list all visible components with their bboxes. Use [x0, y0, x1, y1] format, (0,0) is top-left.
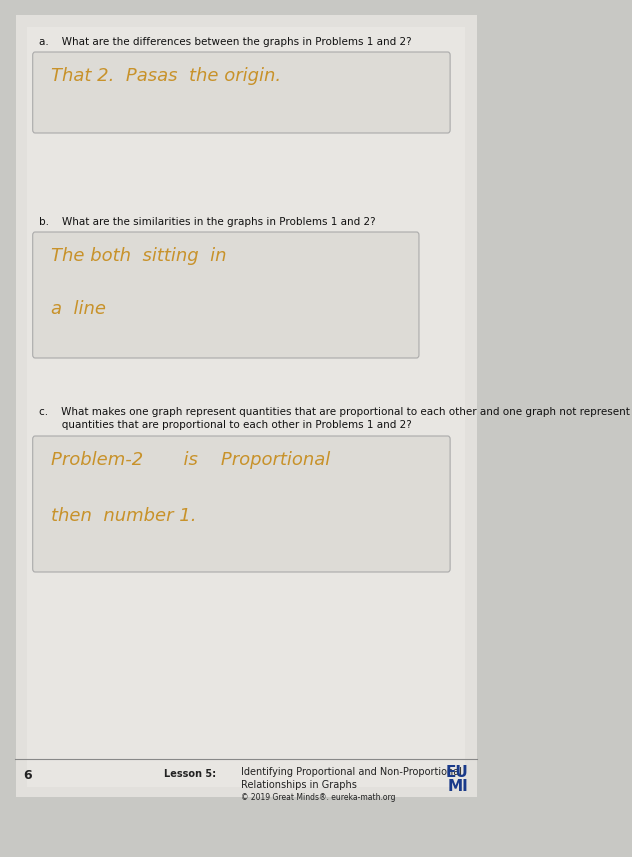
FancyBboxPatch shape: [33, 232, 419, 358]
Text: Relationships in Graphs: Relationships in Graphs: [241, 780, 357, 790]
Text: Identifying Proportional and Non-Proportional: Identifying Proportional and Non-Proport…: [241, 767, 463, 777]
Text: The both  sitting  in: The both sitting in: [51, 247, 226, 265]
Text: quantities that are proportional to each other in Problems 1 and 2?: quantities that are proportional to each…: [39, 420, 411, 430]
Text: c.    What makes one graph represent quantities that are proportional to each ot: c. What makes one graph represent quanti…: [39, 407, 630, 417]
Text: That 2.  Pasas  the origin.: That 2. Pasas the origin.: [51, 67, 281, 85]
Text: Lesson 5:: Lesson 5:: [164, 769, 216, 779]
Text: EU: EU: [446, 765, 469, 780]
FancyBboxPatch shape: [27, 27, 465, 787]
Text: a  line: a line: [51, 300, 106, 318]
FancyBboxPatch shape: [33, 52, 450, 133]
Text: b.    What are the similarities in the graphs in Problems 1 and 2?: b. What are the similarities in the grap…: [39, 217, 375, 227]
FancyBboxPatch shape: [16, 15, 477, 797]
Text: MI: MI: [448, 779, 469, 794]
Text: © 2019 Great Minds®. eureka-math.org: © 2019 Great Minds®. eureka-math.org: [241, 793, 396, 802]
Text: 6: 6: [23, 769, 32, 782]
Text: a.    What are the differences between the graphs in Problems 1 and 2?: a. What are the differences between the …: [39, 37, 411, 47]
FancyBboxPatch shape: [33, 436, 450, 572]
Text: then  number 1.: then number 1.: [51, 507, 196, 525]
Text: Problem-2       is    Proportional: Problem-2 is Proportional: [51, 451, 330, 469]
